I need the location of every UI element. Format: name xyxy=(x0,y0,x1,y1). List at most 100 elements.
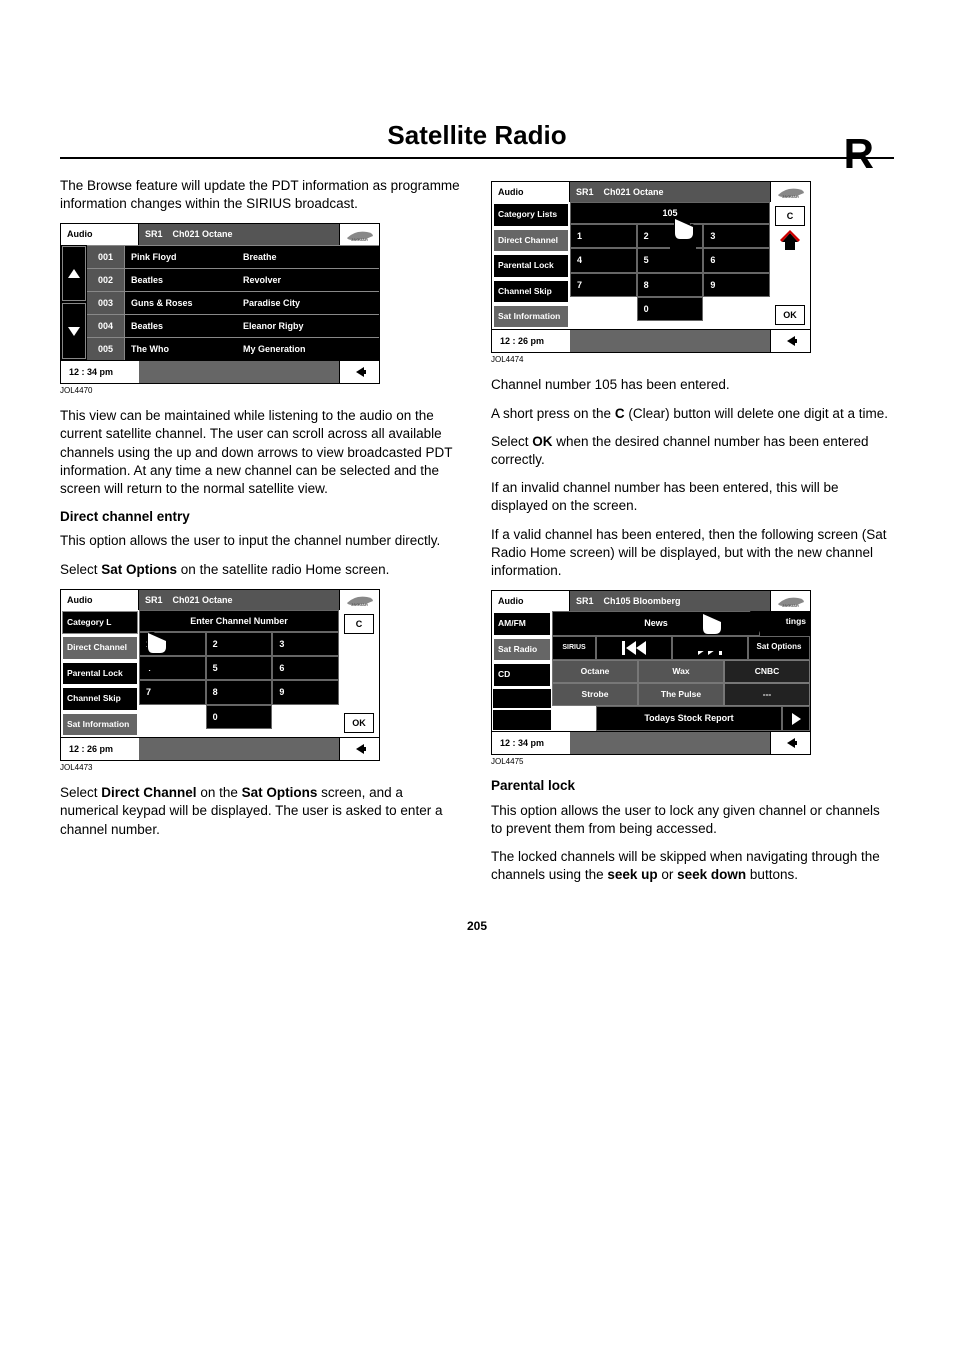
keypad-7[interactable]: 7 xyxy=(139,680,206,704)
settings-tab[interactable]: tings xyxy=(760,611,810,635)
ok-button[interactable]: OK xyxy=(775,305,805,325)
sat-information-button[interactable]: Sat Information xyxy=(493,305,569,328)
keypad-3[interactable]: 3 xyxy=(272,632,339,656)
body-para: A short press on the C (Clear) button wi… xyxy=(491,405,894,423)
song: Revolver xyxy=(237,269,379,291)
seek-down-button[interactable] xyxy=(596,636,672,660)
preset-button[interactable]: --- xyxy=(724,683,810,706)
keypad-9[interactable]: 9 xyxy=(272,680,339,704)
body-para: Select Sat Options on the satellite radi… xyxy=(60,561,463,579)
body-para: Select OK when the desired channel numbe… xyxy=(491,433,894,469)
back-button[interactable] xyxy=(770,732,810,754)
footer-spacer xyxy=(139,361,339,383)
keypad-0[interactable]: 0 xyxy=(637,297,704,321)
preset-button[interactable]: The Pulse xyxy=(638,683,724,706)
direct-channel-button[interactable]: Direct Channel xyxy=(493,229,569,252)
browse-row[interactable]: 002 Beatles Revolver xyxy=(87,268,379,291)
sat-information-button[interactable]: Sat Information xyxy=(62,713,138,736)
category-lists-button[interactable]: Category L xyxy=(62,611,138,634)
sat-radio-button[interactable]: Sat Radio xyxy=(493,638,551,661)
keypad-9[interactable]: 9 xyxy=(703,273,770,297)
clock: 12 : 34 pm xyxy=(492,733,570,753)
keypad-2[interactable]: 2 xyxy=(637,224,704,248)
preset-button[interactable]: Octane xyxy=(552,660,638,683)
browse-row[interactable]: 004 Beatles Eleanor Rigby xyxy=(87,314,379,337)
back-button[interactable] xyxy=(339,361,379,383)
keypad-5[interactable]: 5 xyxy=(206,656,273,680)
artist: Beatles xyxy=(125,269,237,291)
browse-row[interactable]: 005 The Who My Generation xyxy=(87,337,379,360)
body-para: This option allows the user to lock any … xyxy=(491,802,894,838)
footer-spacer xyxy=(570,732,770,754)
preset-button[interactable]: Strobe xyxy=(552,683,638,706)
clock: 12 : 26 pm xyxy=(61,739,139,759)
right-column: Audio SR1 Ch021 Octane Category Lists Di… xyxy=(491,177,894,895)
keypad-display: Enter Channel Number xyxy=(139,610,339,632)
artist: Pink Floyd xyxy=(125,246,237,268)
keypad-4[interactable]: 4 xyxy=(139,656,206,680)
hdr-audio: Audio xyxy=(61,224,139,244)
keypad-6[interactable]: 6 xyxy=(703,248,770,272)
channel-skip-button[interactable]: Channel Skip xyxy=(62,687,138,710)
keypad-7[interactable]: 7 xyxy=(570,273,637,297)
fig-label: JOL4470 xyxy=(60,386,463,397)
clock: 12 : 34 pm xyxy=(61,362,139,382)
browse-row[interactable]: 001 Pink Floyd Breathe xyxy=(87,245,379,268)
keypad-6[interactable]: 6 xyxy=(272,656,339,680)
category-lists-button[interactable]: Category Lists xyxy=(493,203,569,226)
scroll-up-button[interactable] xyxy=(62,246,86,302)
keypad-8[interactable]: 8 xyxy=(637,273,704,297)
hdr-ch: Ch105 Bloomberg xyxy=(604,595,681,607)
cd-button[interactable]: CD xyxy=(493,663,551,686)
artist: Beatles xyxy=(125,315,237,337)
fig-keypad-entered-screen: Audio SR1 Ch021 Octane Category Lists Di… xyxy=(491,181,811,353)
hdr-sr: SR1 xyxy=(576,595,594,607)
body-para: This view can be maintained while listen… xyxy=(60,407,463,498)
amfm-button[interactable]: AM/FM xyxy=(493,612,551,635)
page-title: Satellite Radio xyxy=(387,120,566,151)
home-icon[interactable] xyxy=(779,230,801,252)
seek-up-button[interactable] xyxy=(672,636,748,660)
body-para: Channel number 105 has been entered. xyxy=(491,376,894,394)
keypad-2[interactable]: 2 xyxy=(206,632,273,656)
preset-button[interactable]: CNBC xyxy=(724,660,810,683)
footer-spacer xyxy=(570,330,770,352)
song: Paradise City xyxy=(237,292,379,314)
channel-skip-button[interactable]: Channel Skip xyxy=(493,280,569,303)
preset-button[interactable]: Wax xyxy=(638,660,724,683)
keypad-1[interactable]: 1 xyxy=(139,632,206,656)
clear-button[interactable]: C xyxy=(344,614,374,634)
artist: The Who xyxy=(125,338,237,360)
parental-lock-button[interactable]: Parental Lock xyxy=(62,662,138,685)
keypad-4[interactable]: 4 xyxy=(570,248,637,272)
jaguar-logo xyxy=(339,224,379,244)
body-para: If an invalid channel number has been en… xyxy=(491,479,894,515)
back-button[interactable] xyxy=(339,738,379,760)
ok-button[interactable]: OK xyxy=(344,713,374,733)
direct-channel-button[interactable]: Direct Channel xyxy=(62,636,138,659)
jaguar-logo xyxy=(339,590,379,610)
keypad-1[interactable]: 1 xyxy=(570,224,637,248)
play-button[interactable] xyxy=(782,706,810,730)
back-button[interactable] xyxy=(770,330,810,352)
hdr-audio: Audio xyxy=(492,182,570,202)
keypad-8[interactable]: 8 xyxy=(206,680,273,704)
ch-num: 004 xyxy=(87,315,125,337)
ch-num: 003 xyxy=(87,292,125,314)
keypad-3[interactable]: 3 xyxy=(703,224,770,248)
body-para: Select Direct Channel on the Sat Options… xyxy=(60,784,463,839)
parental-lock-button[interactable]: Parental Lock xyxy=(493,254,569,277)
sat-options-button[interactable]: Sat Options xyxy=(748,636,810,660)
fig-browse-screen: Audio SR1 Ch021 Octane 001 xyxy=(60,223,380,384)
browse-row[interactable]: 003 Guns & Roses Paradise City xyxy=(87,291,379,314)
keypad-display: 105 xyxy=(570,202,770,224)
left-column: The Browse feature will update the PDT i… xyxy=(60,177,463,895)
subhead-parental-lock: Parental lock xyxy=(491,777,894,795)
song: Eleanor Rigby xyxy=(237,315,379,337)
clock: 12 : 26 pm xyxy=(492,331,570,351)
hdr-audio: Audio xyxy=(61,590,139,610)
clear-button[interactable]: C xyxy=(775,206,805,226)
keypad-5[interactable]: 5 xyxy=(637,248,704,272)
scroll-down-button[interactable] xyxy=(62,303,86,359)
keypad-0[interactable]: 0 xyxy=(206,705,273,729)
